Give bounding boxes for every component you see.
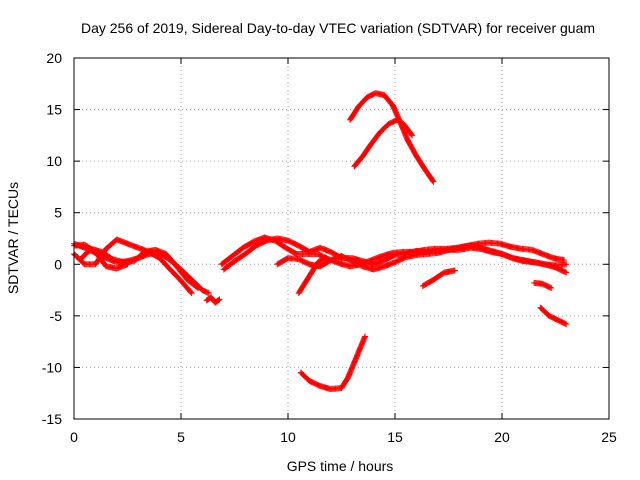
series-arc-2 [71, 236, 195, 297]
series-arc-4 [71, 241, 131, 272]
axis-ticks: 0 5 10 15 20 25 -15 -10 -5 0 5 10 15 20 [42, 50, 617, 445]
plus-marker [195, 285, 202, 292]
series-arc-7 [220, 235, 570, 276]
plus-marker [187, 289, 194, 296]
plus-marker [204, 289, 211, 296]
plus-marker [548, 285, 555, 292]
y-axis-label: SDTVAR / TECUs [5, 182, 21, 294]
x-tick-label: 10 [280, 429, 296, 445]
plus-marker [563, 261, 570, 268]
series-arc-9 [295, 255, 328, 297]
plus-marker [194, 284, 201, 291]
plus-marker [124, 261, 131, 268]
plus-marker [409, 132, 416, 139]
y-tick-label: -10 [42, 359, 62, 375]
plus-marker [562, 269, 569, 276]
series-arc-14 [531, 279, 555, 292]
y-tick-label: 0 [54, 256, 62, 272]
y-tick-label: 20 [46, 50, 62, 66]
x-tick-label: 15 [387, 429, 403, 445]
x-tick-label: 20 [494, 429, 510, 445]
plus-marker [451, 267, 458, 274]
grid [74, 58, 609, 419]
plus-marker [215, 296, 222, 303]
x-axis-label: GPS time / hours [287, 458, 394, 474]
plus-marker [216, 296, 223, 303]
series-arc-13 [419, 267, 458, 289]
x-tick-label: 0 [70, 429, 78, 445]
series-arc-8 [274, 242, 570, 273]
x-tick-label: 5 [177, 429, 185, 445]
plus-marker [408, 131, 415, 138]
plus-marker [321, 255, 328, 262]
series-arc-15 [537, 304, 570, 328]
y-tick-label: 15 [46, 102, 62, 118]
plus-marker [430, 178, 437, 185]
plus-marker [188, 290, 195, 297]
plus-marker [562, 320, 569, 327]
plot-frame [73, 57, 610, 420]
series-arc-12 [351, 116, 416, 170]
data-points [71, 90, 570, 393]
y-tick-label: -15 [42, 411, 62, 427]
plus-marker [563, 321, 570, 328]
series-arc-10 [297, 333, 369, 393]
plus-marker [205, 290, 212, 297]
y-tick-label: -5 [50, 308, 63, 324]
series-arc-3 [77, 245, 202, 292]
series-arc-11 [347, 90, 437, 185]
y-tick-label: 5 [54, 205, 62, 221]
y-tick-label: 10 [46, 153, 62, 169]
x-tick-label: 25 [601, 429, 617, 445]
plus-marker [320, 255, 327, 262]
plus-marker [429, 177, 436, 184]
plus-marker [362, 333, 369, 340]
chart-title: Day 256 of 2019, Sidereal Day-to-day VTE… [81, 20, 595, 36]
plus-marker [563, 269, 570, 276]
series-arc-5 [203, 294, 223, 306]
plus-marker [547, 284, 554, 291]
